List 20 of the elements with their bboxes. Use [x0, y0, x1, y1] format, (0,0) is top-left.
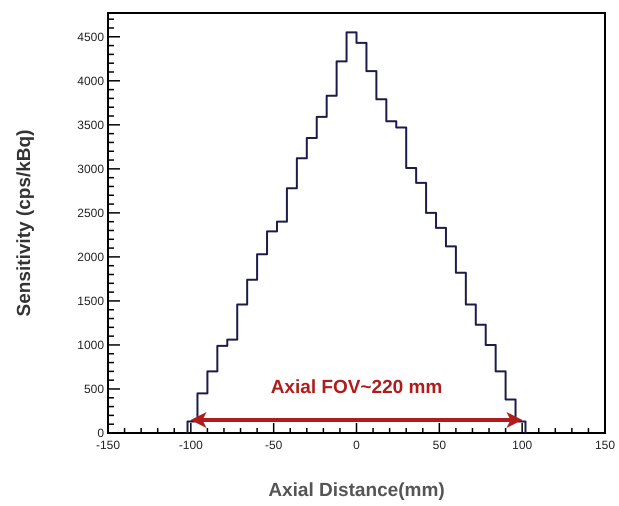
- y-tick-label: 1000: [77, 338, 104, 352]
- y-tick-label: 4500: [77, 30, 104, 44]
- annotation: Axial FOV~220 mm: [270, 377, 442, 398]
- x-tick-label: 50: [432, 438, 446, 452]
- y-tick-label: 500: [84, 382, 104, 396]
- x-axis-title: Axial Distance(mm): [268, 480, 445, 501]
- y-axis-title: Sensitivity (cps/kBq): [14, 130, 35, 316]
- x-tick-label: -150: [96, 438, 120, 452]
- y-tick-label: 4000: [77, 74, 104, 88]
- x-tick-label: -100: [178, 438, 204, 452]
- y-tick-label: 2500: [77, 206, 104, 220]
- y-tick-label: 2000: [77, 250, 104, 264]
- y-tick-label: 3500: [77, 118, 104, 132]
- x-tick-label: -50: [264, 438, 283, 452]
- x-tick-label: 150: [594, 438, 616, 452]
- x-tick-label: 100: [512, 438, 532, 452]
- y-tick-label: 3000: [77, 162, 104, 176]
- y-tick-label: 1500: [77, 294, 104, 308]
- x-tick-label: 0: [353, 438, 360, 452]
- y-tick-label: 0: [97, 426, 104, 440]
